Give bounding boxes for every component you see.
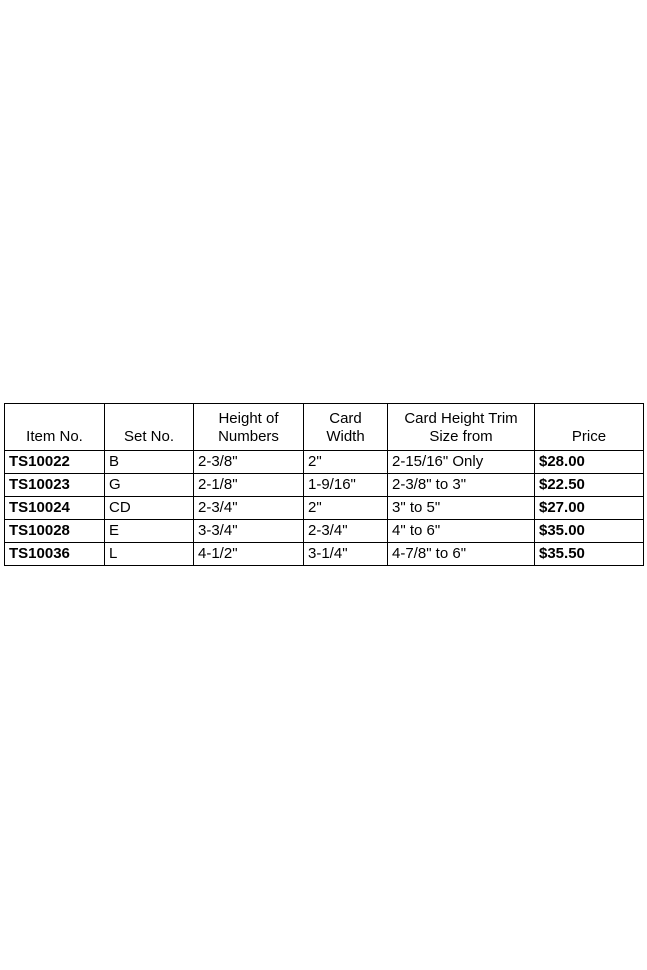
cell-card-width: 3-1/4" <box>303 542 388 566</box>
cell-card-width: 2-3/4" <box>303 519 388 543</box>
cell-price: $28.00 <box>534 450 644 474</box>
table-row: TS10024 CD 2-3/4" 2" 3" to 5" $27.00 <box>4 496 644 520</box>
cell-height-of-numbers: 2-3/4" <box>193 496 304 520</box>
header-set-no: Set No. <box>104 403 194 451</box>
cell-set-no: B <box>104 450 194 474</box>
header-card-width: Card Width <box>303 403 388 451</box>
cell-card-height-trim: 2-15/16" Only <box>387 450 535 474</box>
cell-card-height-trim: 4" to 6" <box>387 519 535 543</box>
cell-height-of-numbers: 4-1/2" <box>193 542 304 566</box>
cell-height-of-numbers: 2-3/8" <box>193 450 304 474</box>
price-table: Item No. Set No. Height of Numbers Card … <box>4 403 644 566</box>
cell-height-of-numbers: 3-3/4" <box>193 519 304 543</box>
table-row: TS10023 G 2-1/8" 1-9/16" 2-3/8" to 3" $2… <box>4 473 644 497</box>
table-row: TS10028 E 3-3/4" 2-3/4" 4" to 6" $35.00 <box>4 519 644 543</box>
header-price: Price <box>534 403 644 451</box>
cell-set-no: E <box>104 519 194 543</box>
cell-card-height-trim: 2-3/8" to 3" <box>387 473 535 497</box>
cell-price: $27.00 <box>534 496 644 520</box>
cell-item-no: TS10022 <box>4 450 105 474</box>
cell-card-height-trim: 4-7/8" to 6" <box>387 542 535 566</box>
cell-set-no: G <box>104 473 194 497</box>
cell-card-width: 2" <box>303 450 388 474</box>
cell-card-width: 1-9/16" <box>303 473 388 497</box>
cell-item-no: TS10028 <box>4 519 105 543</box>
cell-set-no: L <box>104 542 194 566</box>
table-row: TS10022 B 2-3/8" 2" 2-15/16" Only $28.00 <box>4 450 644 474</box>
price-table-container: Item No. Set No. Height of Numbers Card … <box>4 403 644 566</box>
cell-height-of-numbers: 2-1/8" <box>193 473 304 497</box>
header-row: Item No. Set No. Height of Numbers Card … <box>4 403 644 451</box>
cell-set-no: CD <box>104 496 194 520</box>
header-height-of-numbers: Height of Numbers <box>193 403 304 451</box>
cell-price: $22.50 <box>534 473 644 497</box>
cell-price: $35.00 <box>534 519 644 543</box>
cell-card-width: 2" <box>303 496 388 520</box>
header-item-no: Item No. <box>4 403 105 451</box>
header-card-height-trim: Card Height Trim Size from <box>387 403 535 451</box>
cell-item-no: TS10036 <box>4 542 105 566</box>
cell-card-height-trim: 3" to 5" <box>387 496 535 520</box>
table-row: TS10036 L 4-1/2" 3-1/4" 4-7/8" to 6" $35… <box>4 542 644 566</box>
cell-item-no: TS10023 <box>4 473 105 497</box>
cell-price: $35.50 <box>534 542 644 566</box>
cell-item-no: TS10024 <box>4 496 105 520</box>
